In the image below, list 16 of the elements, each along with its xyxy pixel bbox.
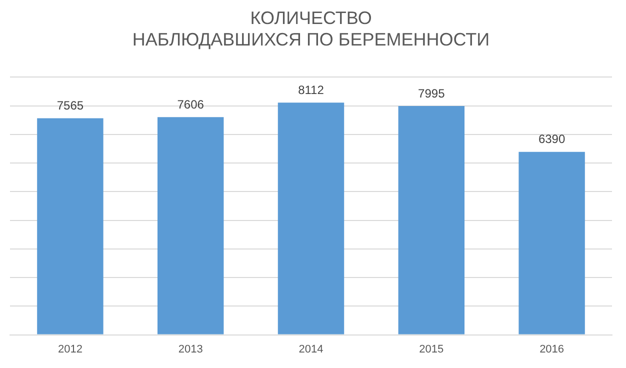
x-tick-label: 2012 [58, 343, 82, 356]
x-tick-label: 2016 [540, 343, 564, 356]
data-label: 7995 [418, 86, 446, 100]
data-label: 8112 [298, 82, 324, 97]
chart-title: КОЛИЧЕСТВО НАБЛЮДАВШИХСЯ ПО БЕРЕМЕННОСТИ [132, 8, 490, 50]
bar [37, 118, 104, 334]
data-label: 6390 [538, 132, 566, 146]
x-tick-label: 2014 [298, 343, 324, 356]
data-label: 7565 [56, 98, 84, 113]
bar [518, 152, 585, 334]
bar [398, 106, 465, 334]
x-tick-label: 2013 [178, 343, 203, 356]
x-tick-label: 2015 [419, 343, 444, 356]
bar [278, 102, 344, 334]
data-label: 7606 [177, 97, 204, 112]
bar [157, 117, 224, 334]
